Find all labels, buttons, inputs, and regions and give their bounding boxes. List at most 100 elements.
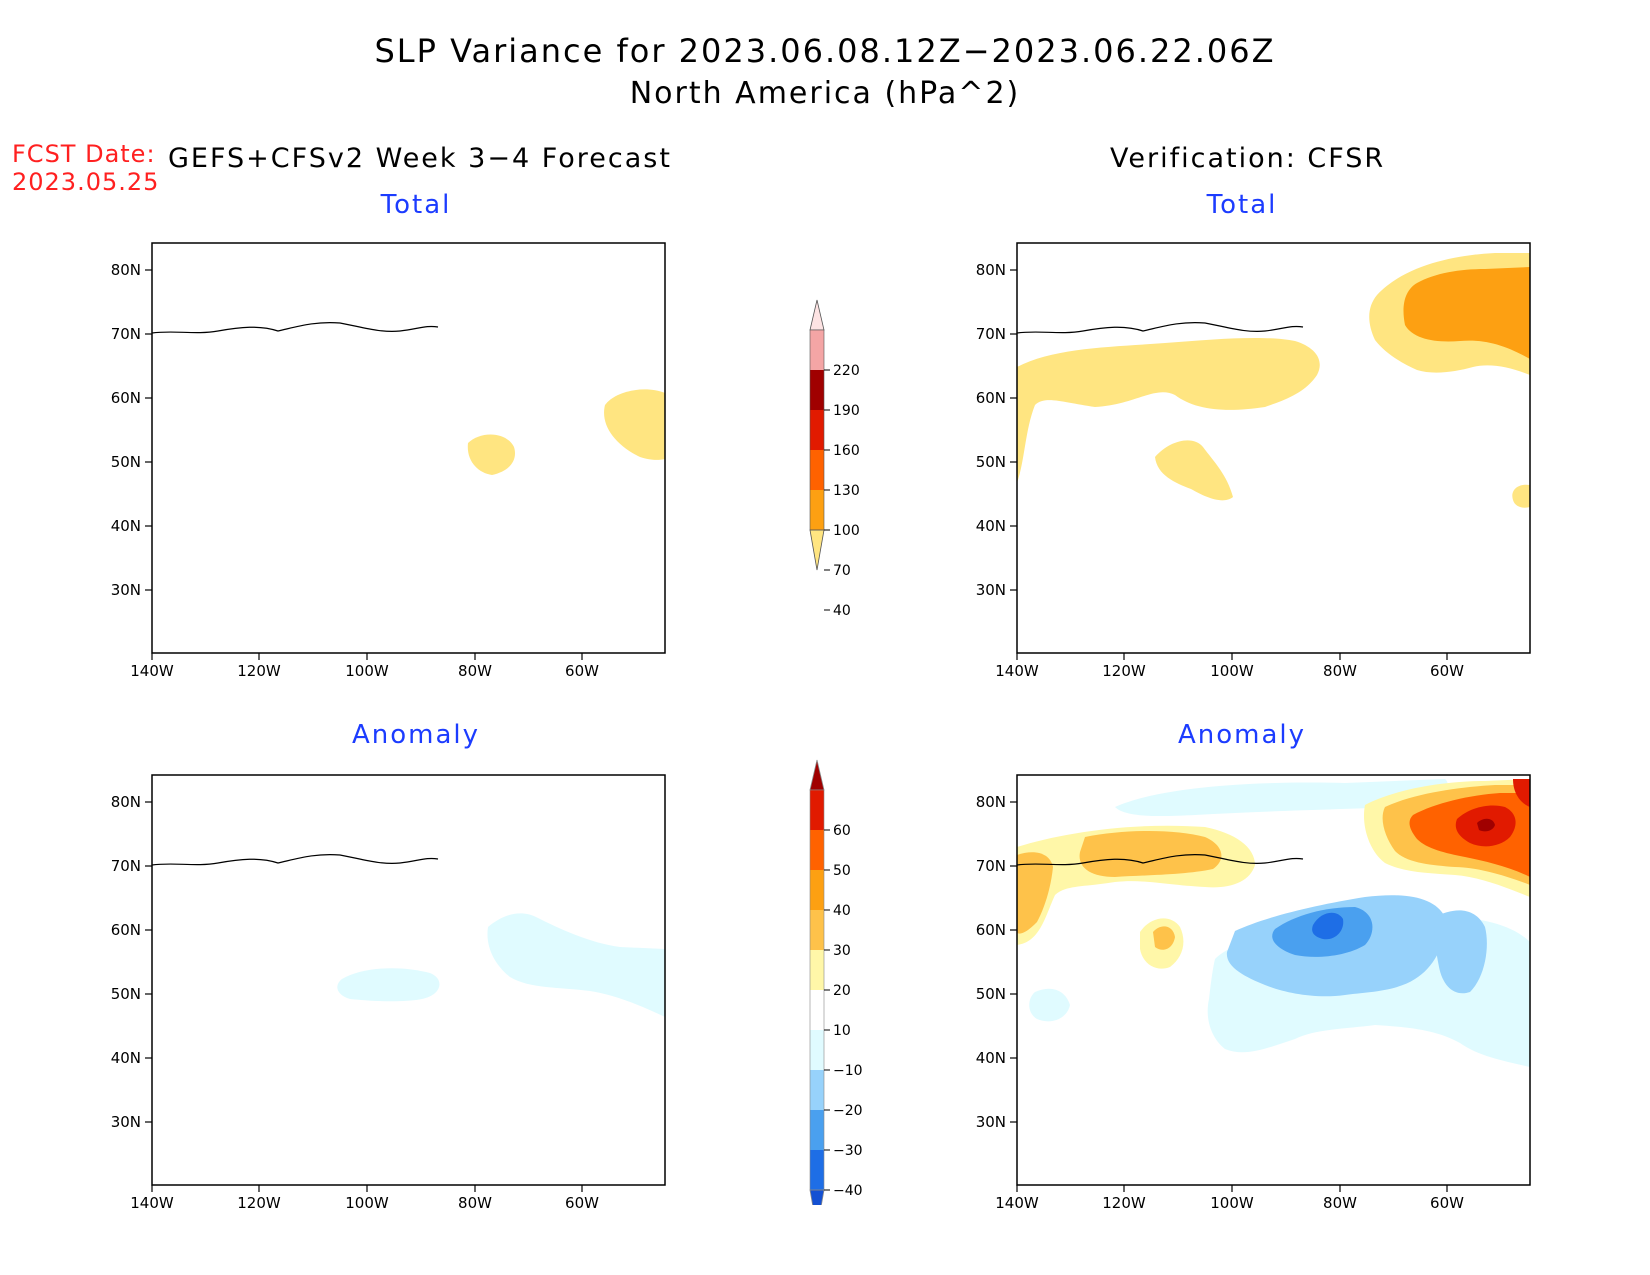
verification-anomaly-title: Anomaly bbox=[1177, 720, 1307, 750]
lon-tick-label: 80W bbox=[1323, 1194, 1357, 1212]
lat-tick-label: 80N bbox=[111, 261, 141, 279]
colorbar-label: 10 bbox=[833, 1023, 851, 1039]
lon-tick-label: 140W bbox=[130, 1194, 174, 1212]
lat-tick-label: 80N bbox=[111, 793, 141, 811]
lat-tick-label: 50N bbox=[976, 985, 1006, 1003]
lon-tick-label: 120W bbox=[237, 662, 281, 680]
colorbar-bottom-cap bbox=[809, 1189, 825, 1205]
shading bbox=[1017, 253, 1530, 508]
lon-tick-label: 60W bbox=[565, 662, 599, 680]
shading bbox=[337, 913, 665, 1017]
lon-tick-label: 60W bbox=[1430, 1194, 1464, 1212]
coastline bbox=[151, 854, 439, 866]
map-frame bbox=[151, 774, 666, 1186]
coastline bbox=[1016, 322, 1304, 334]
verification-anomaly-map: 80N 70N 60N 50N 40N 30N 140W 120W 100W 80W 60W bbox=[976, 774, 1531, 1212]
main-subtitle: North America (hPa^2) bbox=[629, 76, 1021, 111]
lon-tick-label: 60W bbox=[1430, 662, 1464, 680]
lon-tick-label: 80W bbox=[458, 662, 492, 680]
colorbar-segment bbox=[810, 1150, 824, 1190]
lat-tick-label: 70N bbox=[111, 857, 141, 875]
shading bbox=[467, 389, 665, 475]
anomaly-shade bbox=[1153, 926, 1175, 950]
variance-shade bbox=[1403, 267, 1530, 359]
lon-tick-label: 140W bbox=[995, 1194, 1039, 1212]
lat-tick-label: 40N bbox=[111, 1049, 141, 1067]
colorbar-segment bbox=[810, 330, 824, 370]
variance-shade bbox=[604, 389, 665, 460]
colorbar-label: 100 bbox=[833, 523, 860, 539]
lon-tick-label: 140W bbox=[995, 662, 1039, 680]
colorbar-label: 60 bbox=[833, 823, 851, 839]
lon-tick-label: 140W bbox=[130, 662, 174, 680]
lat-tick-label: 80N bbox=[976, 793, 1006, 811]
lon-tick-label: 120W bbox=[237, 1194, 281, 1212]
lat-tick-label: 40N bbox=[111, 517, 141, 535]
colorbar-segment bbox=[810, 450, 824, 490]
colorbar-outline bbox=[809, 329, 825, 531]
colorbar-segment bbox=[810, 790, 824, 830]
colorbar-label: 220 bbox=[833, 363, 860, 379]
lat-tick-label: 60N bbox=[976, 921, 1006, 939]
colorbar-bottom-cap bbox=[809, 529, 825, 571]
colorbar-label: 20 bbox=[833, 983, 851, 999]
forecast-total-title: Total bbox=[380, 190, 452, 220]
lon-tick-label: 60W bbox=[565, 1194, 599, 1212]
lat-tick-label: 50N bbox=[111, 453, 141, 471]
map-frame bbox=[151, 242, 666, 654]
lon-tick-label: 100W bbox=[1210, 662, 1254, 680]
map-axes: 80N 70N 60N 50N 40N 30N 140W 120W 100W 80W 60W bbox=[976, 261, 1464, 680]
colorbar-label: 50 bbox=[833, 863, 851, 879]
map-axes: 80N 70N 60N 50N 40N 30N 140W 120W 100W 80W 60W bbox=[111, 261, 599, 680]
lat-tick-label: 60N bbox=[976, 389, 1006, 407]
main-title: SLP Variance for 2023.06.08.12Z−2023.06.… bbox=[374, 32, 1276, 70]
anomaly-shade bbox=[337, 968, 440, 1002]
fcst-date-label: FCST Date: bbox=[12, 140, 156, 168]
colorbar-segment bbox=[810, 410, 824, 450]
lon-tick-label: 100W bbox=[345, 662, 389, 680]
verification-column-header: Verification: CFSR bbox=[1110, 143, 1386, 174]
lat-tick-label: 30N bbox=[111, 581, 141, 599]
colorbar-label: −40 bbox=[833, 1183, 863, 1199]
coastline-path bbox=[1016, 854, 1304, 866]
colorbar-segment bbox=[810, 950, 824, 990]
colorbar-segment bbox=[810, 990, 824, 1030]
colorbar-segment bbox=[810, 830, 824, 870]
variance-shade bbox=[1017, 337, 1320, 483]
map-axes: 80N 70N 60N 50N 40N 30N 140W 120W 100W 80W 60W bbox=[111, 793, 599, 1212]
lat-tick-label: 30N bbox=[976, 581, 1006, 599]
lon-tick-label: 80W bbox=[1323, 662, 1357, 680]
shading bbox=[1017, 779, 1530, 1067]
lat-tick-label: 50N bbox=[976, 453, 1006, 471]
colorbar-label: 40 bbox=[833, 903, 851, 919]
coastline bbox=[151, 322, 439, 334]
colorbar-segment bbox=[810, 870, 824, 910]
coastline-path bbox=[151, 322, 439, 334]
coastline bbox=[1016, 854, 1304, 866]
colorbar-label: 130 bbox=[833, 483, 860, 499]
anomaly-shade bbox=[1079, 831, 1222, 877]
lat-tick-label: 40N bbox=[976, 1049, 1006, 1067]
variance-shade bbox=[1512, 484, 1530, 508]
lat-tick-label: 60N bbox=[111, 389, 141, 407]
lat-tick-label: 30N bbox=[111, 1113, 141, 1131]
lat-tick-label: 70N bbox=[976, 857, 1006, 875]
variance-shade bbox=[467, 434, 516, 475]
colorbar-top-cap bbox=[809, 299, 825, 331]
variance-shade bbox=[1155, 440, 1233, 501]
coastline-path bbox=[151, 854, 439, 866]
colorbar-segment bbox=[810, 910, 824, 950]
colorbar-segment bbox=[810, 1070, 824, 1110]
lat-tick-label: 70N bbox=[111, 325, 141, 343]
colorbar-label: −10 bbox=[833, 1063, 863, 1079]
lat-tick-label: 30N bbox=[976, 1113, 1006, 1131]
map-axes: 80N 70N 60N 50N 40N 30N 140W 120W 100W 80W 60W bbox=[976, 793, 1464, 1212]
colorbar-label: −20 bbox=[833, 1103, 863, 1119]
forecast-total-map: 80N 70N 60N 50N 40N 30N 140W 120W 100W 80W 60W bbox=[111, 242, 666, 680]
anomaly-shade bbox=[1477, 818, 1495, 832]
anomaly-shade bbox=[1513, 779, 1530, 807]
lon-tick-label: 100W bbox=[345, 1194, 389, 1212]
colorbar-top-cap bbox=[809, 759, 825, 791]
map-frame bbox=[1016, 774, 1531, 1186]
lon-tick-label: 80W bbox=[458, 1194, 492, 1212]
